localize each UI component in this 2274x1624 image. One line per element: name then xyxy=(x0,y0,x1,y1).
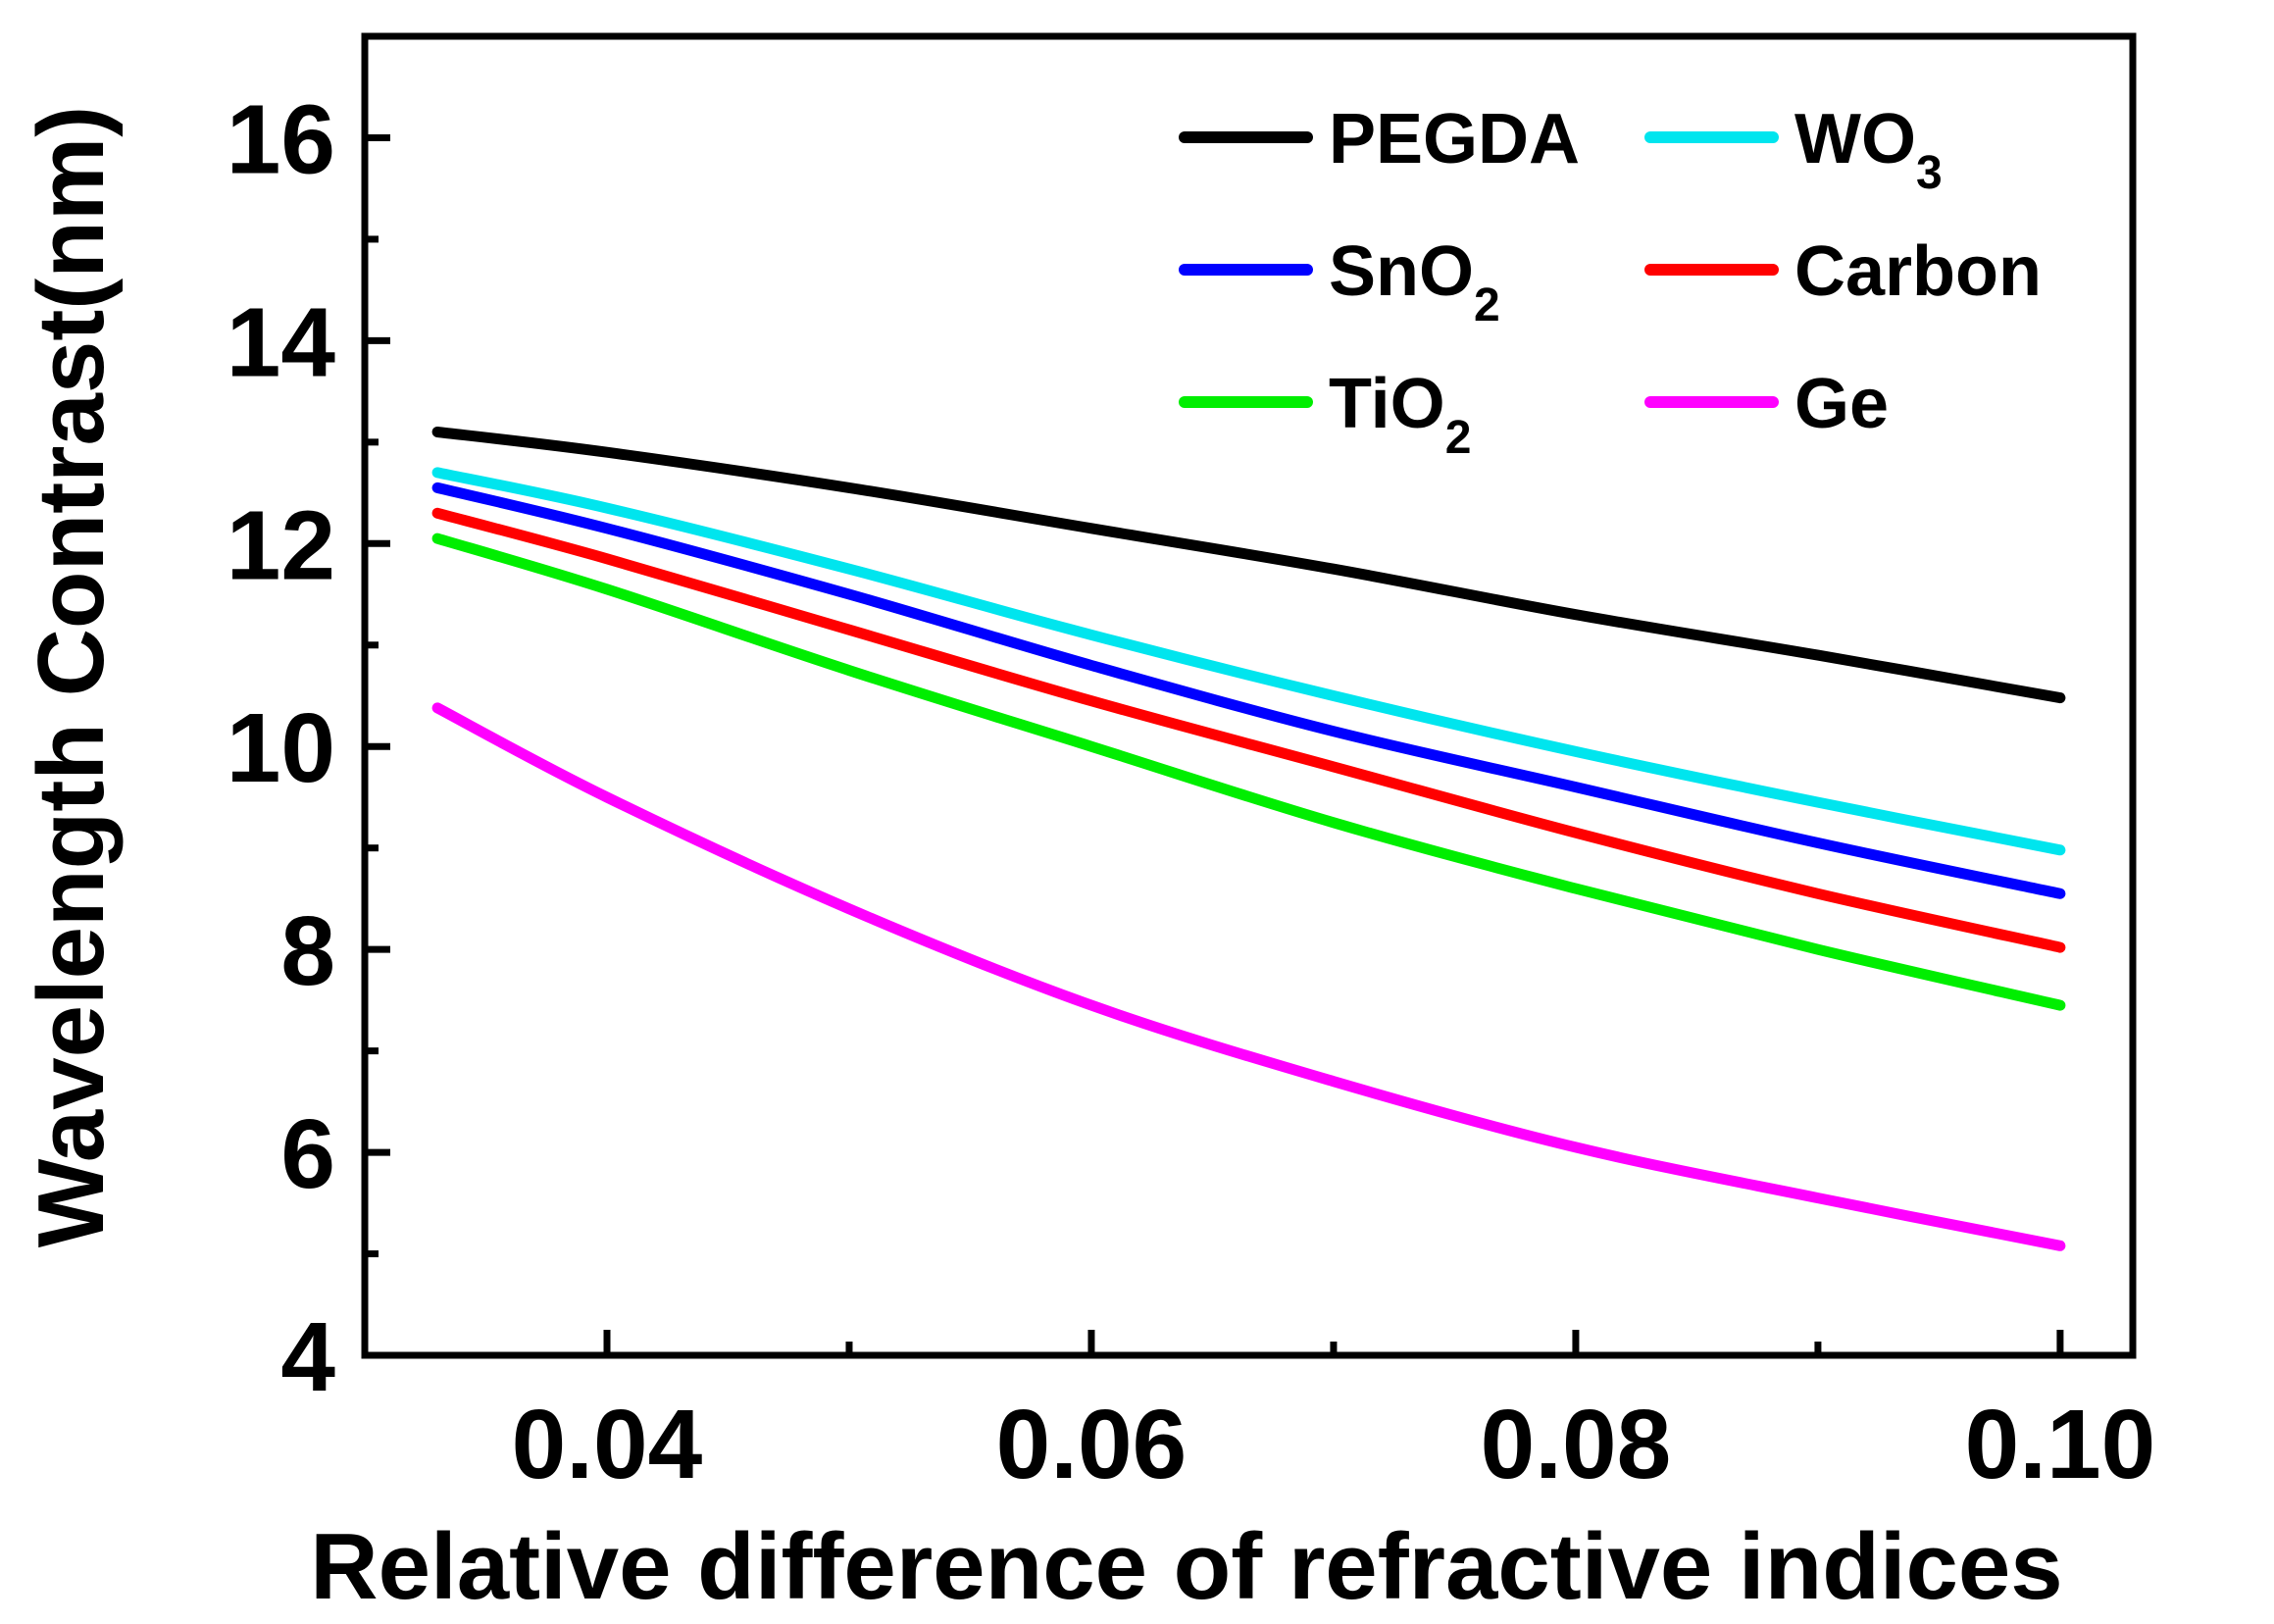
series-line-tio2 xyxy=(431,533,2066,1011)
x-tick-label: 0.08 xyxy=(1481,1390,1672,1499)
x-tick-label: 0.04 xyxy=(512,1390,703,1499)
series-line-pegda xyxy=(431,427,2066,704)
legend-label: WO3 xyxy=(1794,100,1943,199)
legend-item-sno2: SnO2 xyxy=(1179,232,1500,331)
y-tick-label: 6 xyxy=(280,1099,335,1209)
legend-label-base: WO xyxy=(1794,100,1916,178)
legend-label-base: Carbon xyxy=(1794,232,2042,311)
legend-label-base: PEGDA xyxy=(1329,100,1580,178)
legend-label: Ge xyxy=(1794,365,1889,443)
y-axis-title: Wavelength Contrast(nm) xyxy=(19,106,124,1247)
plot-area xyxy=(361,32,2137,1359)
y-tick-label: 10 xyxy=(227,693,335,803)
legend-label-subscript: 2 xyxy=(1474,279,1500,331)
series-line-wo3 xyxy=(431,467,2066,856)
plot-frame xyxy=(361,32,2137,1359)
x-axis-title: Relative difference of refractive indice… xyxy=(310,1514,2062,1619)
y-tick-label: 8 xyxy=(280,896,335,1006)
legend-item-ge: Ge xyxy=(1644,365,1889,443)
legend-label: TiO2 xyxy=(1329,365,1471,464)
legend-label-subscript: 2 xyxy=(1445,412,1472,464)
legend-item-carbon: Carbon xyxy=(1644,232,2042,311)
legend-item-tio2: TiO2 xyxy=(1179,365,1471,464)
series-group xyxy=(431,427,2066,1251)
y-tick-label: 12 xyxy=(227,490,335,600)
legend-label: SnO2 xyxy=(1329,232,1500,331)
legend-label-base: Ge xyxy=(1794,365,1889,443)
legend-label: PEGDA xyxy=(1329,100,1580,178)
legend-label-subscript: 3 xyxy=(1916,147,1943,199)
axes: 0.04 0.06 0.08 0.10 4 6 8 10 12 14 16 xyxy=(227,84,2155,1499)
legend-item-pegda: PEGDA xyxy=(1179,100,1580,178)
y-tick-label: 4 xyxy=(280,1302,335,1412)
legend-label-base: TiO xyxy=(1329,365,1445,443)
legend-label: Carbon xyxy=(1794,232,2042,311)
series-line-carbon xyxy=(431,507,2066,953)
series-line-sno2 xyxy=(431,482,2066,899)
legend-item-wo3: WO3 xyxy=(1644,100,1943,199)
series-line-ge xyxy=(431,702,2066,1251)
y-tick-label: 16 xyxy=(227,84,335,194)
legend-label-base: SnO xyxy=(1329,232,1474,311)
y-tick-label: 14 xyxy=(227,287,336,397)
x-tick-label: 0.10 xyxy=(1965,1390,2156,1499)
x-tick-label: 0.06 xyxy=(996,1390,1188,1499)
